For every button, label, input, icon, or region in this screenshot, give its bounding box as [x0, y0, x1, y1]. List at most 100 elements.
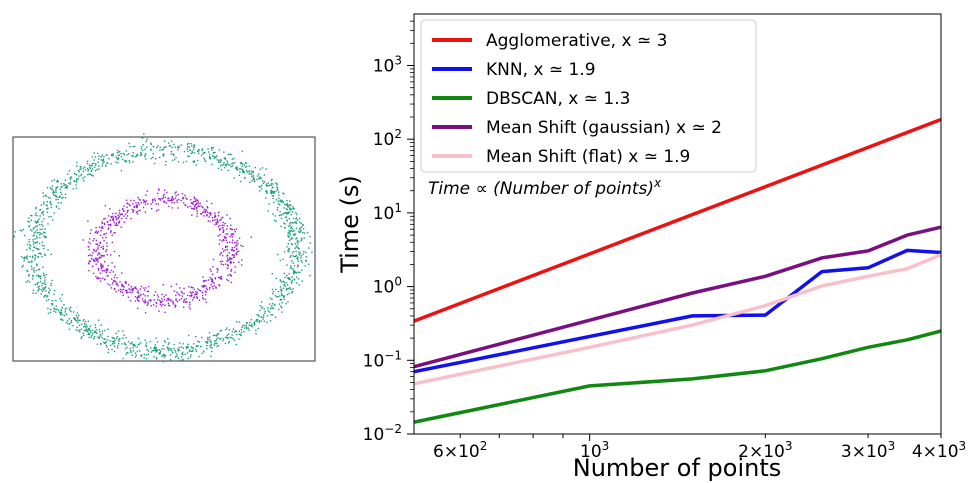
scatter-point	[147, 350, 150, 352]
scatter-point	[217, 215, 220, 217]
scatter-point	[38, 224, 41, 226]
legend-label: Agglomerative, x ≃ 3	[486, 31, 667, 51]
scatter-point	[219, 276, 222, 278]
scatter-point	[45, 195, 48, 197]
scatter-point	[37, 289, 40, 291]
scatter-point	[102, 227, 104, 229]
scatter-point	[204, 341, 207, 343]
scatter-point	[145, 287, 147, 289]
y-tick-label: 10−2	[363, 422, 402, 445]
scatter-point	[290, 237, 293, 239]
scatter-point	[142, 206, 145, 209]
scatter-point	[150, 148, 152, 150]
scatter-point	[102, 255, 105, 257]
scatter-point	[75, 187, 78, 189]
scatter-point	[217, 167, 220, 170]
scatter-point	[59, 314, 62, 316]
scatter-point	[28, 221, 30, 223]
scatter-point	[226, 249, 228, 251]
scatter-point	[35, 292, 37, 294]
scatter-point	[175, 299, 177, 302]
scatter-point	[126, 346, 128, 349]
scatter-point	[140, 154, 143, 156]
scatter-point	[38, 242, 41, 245]
scatter-point	[73, 317, 75, 319]
scatter-point	[297, 219, 299, 221]
scatter-point	[110, 254, 112, 256]
scatter-point	[216, 342, 218, 345]
scatter-point	[154, 198, 156, 200]
scatter-point	[34, 242, 36, 244]
legend-label: Mean Shift (gaussian) x ≃ 2	[486, 118, 722, 138]
scatter-point	[42, 214, 45, 216]
scatter-point	[107, 264, 109, 267]
scatter-point	[41, 290, 44, 293]
scatter-point	[210, 270, 212, 272]
scatter-point	[214, 277, 217, 279]
scatter-point	[181, 292, 183, 294]
scatter-point	[248, 165, 251, 167]
scatter-point	[248, 324, 250, 326]
scatter-point	[64, 193, 67, 195]
scatter-point	[99, 241, 101, 243]
scatter-point	[203, 215, 205, 217]
scatter-point	[219, 219, 221, 221]
scatter-point	[276, 296, 278, 298]
scatter-point	[144, 299, 146, 301]
scatter-point	[44, 232, 46, 234]
scatter-point	[273, 219, 276, 222]
scatter-point	[173, 154, 175, 156]
scatter-point	[171, 146, 173, 149]
scatter-point	[253, 180, 256, 182]
scatter-point	[104, 338, 106, 340]
scatter-point	[192, 297, 195, 299]
scatter-point	[280, 293, 283, 295]
scatter-point	[230, 165, 232, 168]
scatter-point	[279, 280, 282, 282]
scatter-point	[174, 192, 176, 194]
scatter-point	[95, 259, 98, 262]
scatter-point	[233, 261, 235, 264]
scatter-point	[297, 278, 300, 280]
scatter-point	[100, 324, 102, 326]
scatter-point	[163, 348, 165, 350]
scatter-point	[51, 304, 53, 306]
scatter-point	[111, 262, 113, 264]
scatter-point	[127, 296, 130, 298]
scatter-point	[205, 209, 208, 211]
scatter-point	[155, 351, 157, 353]
scatter-point	[303, 232, 306, 234]
scatter-point	[132, 161, 134, 163]
scatter-point	[42, 195, 45, 198]
scatter-point	[140, 293, 142, 296]
scatter-point	[288, 218, 290, 220]
scatter-point	[220, 278, 222, 280]
scatter-point	[121, 291, 124, 294]
scatter-point	[287, 277, 289, 279]
scatter-point	[102, 245, 104, 248]
scatter-point	[107, 335, 109, 338]
scatter-point	[296, 245, 298, 247]
scatter-point	[87, 333, 89, 336]
scatter-point	[284, 283, 286, 286]
scatter-point	[38, 276, 41, 278]
scatter-point	[184, 194, 186, 197]
scatter-point	[284, 216, 287, 219]
scatter-point	[109, 271, 111, 274]
scatter-point	[203, 350, 205, 352]
scatter-point	[128, 203, 130, 206]
scatter-point	[286, 293, 289, 296]
scatter-point	[111, 215, 114, 218]
scatter-point	[260, 184, 263, 187]
scatter-point	[223, 239, 225, 242]
scatter-point	[292, 262, 294, 264]
scatter-point	[166, 346, 169, 348]
scatter-point	[51, 279, 53, 282]
scatter-point	[236, 239, 239, 242]
scatter-point	[302, 253, 305, 255]
scatter-point	[227, 274, 229, 276]
scatter-point	[186, 148, 188, 150]
scatter-point	[209, 340, 212, 343]
scatter-point	[226, 257, 229, 259]
scatter-point	[240, 333, 242, 336]
